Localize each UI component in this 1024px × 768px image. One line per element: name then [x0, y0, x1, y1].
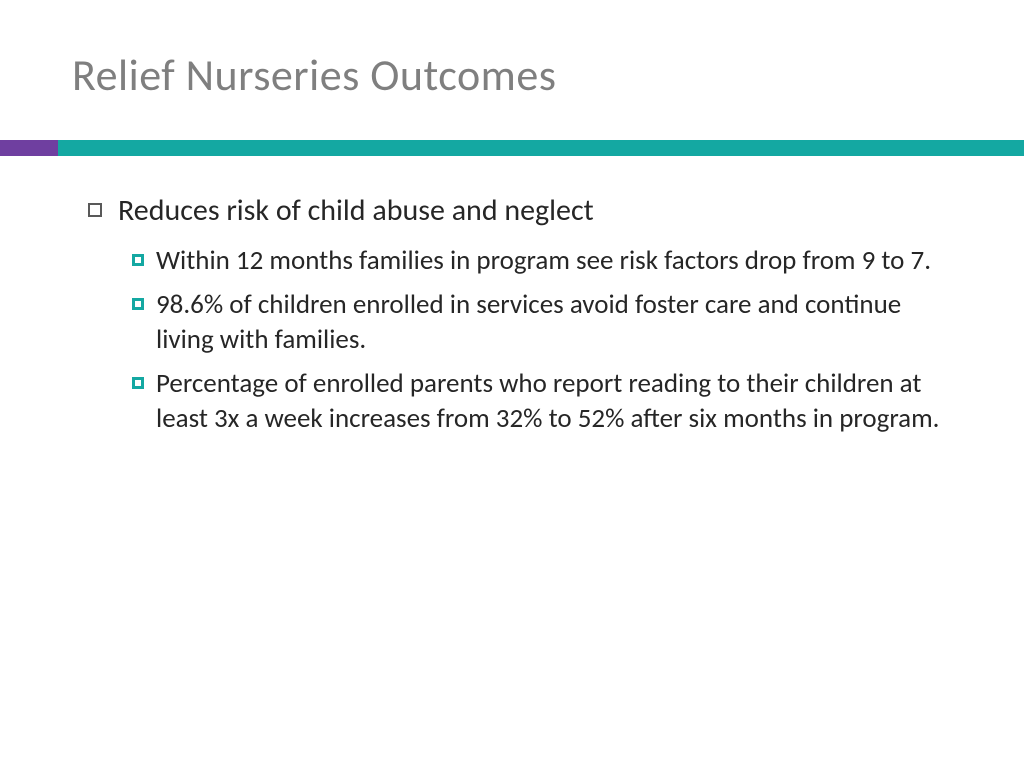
accent-bar-purple: [0, 140, 58, 156]
slide: Relief Nurseries Outcomes Reduces risk o…: [0, 0, 1024, 768]
accent-bar: [0, 140, 1024, 156]
bullet-l2-icon: [132, 298, 144, 310]
bullet-l2-icon: [132, 377, 144, 389]
list-item: Reduces risk of child abuse and neglect: [88, 192, 958, 230]
bullet-l2-text: 98.6% of children enrolled in services a…: [156, 288, 958, 357]
slide-body: Reduces risk of child abuse and neglect …: [88, 192, 958, 446]
bullet-l1-icon: [88, 203, 102, 217]
accent-bar-teal: [58, 140, 1024, 156]
bullet-l2-text: Within 12 months families in program see…: [156, 244, 931, 279]
list-item: 98.6% of children enrolled in services a…: [132, 288, 958, 357]
list-item: Percentage of enrolled parents who repor…: [132, 367, 958, 436]
bullet-l2-icon: [132, 254, 144, 266]
list-item: Within 12 months families in program see…: [132, 244, 958, 279]
slide-title: Relief Nurseries Outcomes: [72, 48, 556, 102]
bullet-l2-text: Percentage of enrolled parents who repor…: [156, 367, 958, 436]
bullet-l1-text: Reduces risk of child abuse and neglect: [118, 192, 594, 230]
